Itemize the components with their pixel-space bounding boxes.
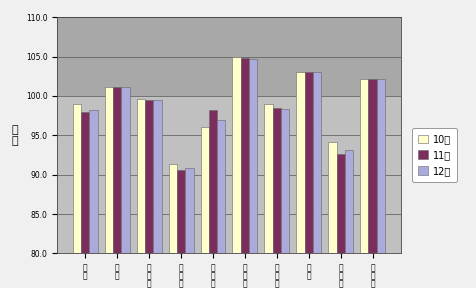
Bar bbox=[73, 104, 81, 288]
Bar bbox=[248, 59, 257, 288]
Bar bbox=[208, 110, 217, 288]
Bar bbox=[327, 142, 336, 288]
Bar bbox=[217, 120, 225, 288]
Bar bbox=[153, 100, 161, 288]
Bar bbox=[200, 128, 208, 288]
Bar bbox=[264, 104, 272, 288]
Legend: 10月, 11月, 12月: 10月, 11月, 12月 bbox=[412, 128, 456, 182]
Bar bbox=[113, 87, 121, 288]
Bar bbox=[169, 164, 177, 288]
Bar bbox=[177, 170, 185, 288]
Bar bbox=[81, 112, 89, 288]
Bar bbox=[89, 110, 98, 288]
Bar bbox=[280, 109, 288, 288]
Bar bbox=[312, 72, 320, 288]
Bar bbox=[367, 79, 376, 288]
Bar bbox=[185, 168, 193, 288]
Bar bbox=[232, 57, 240, 288]
Bar bbox=[137, 99, 145, 288]
Bar bbox=[272, 108, 280, 288]
Bar bbox=[359, 79, 367, 288]
Bar bbox=[296, 72, 304, 288]
Bar bbox=[57, 17, 400, 96]
Bar bbox=[336, 154, 344, 288]
Bar bbox=[145, 100, 153, 288]
Y-axis label: 指
数: 指 数 bbox=[11, 124, 18, 146]
Bar bbox=[240, 58, 248, 288]
Bar bbox=[304, 72, 312, 288]
Bar bbox=[344, 149, 352, 288]
Bar bbox=[376, 79, 384, 288]
Bar bbox=[121, 87, 129, 288]
Bar bbox=[105, 87, 113, 288]
